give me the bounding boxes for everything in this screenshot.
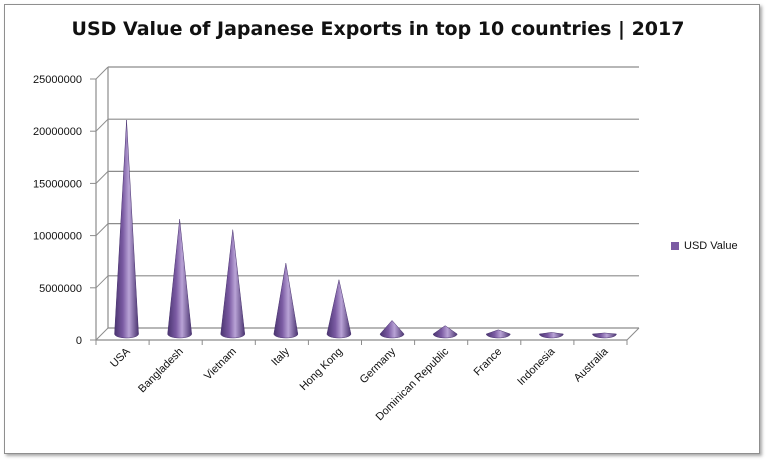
x-tick-label: France [472, 346, 505, 379]
x-tick-label: Germany [358, 345, 399, 386]
cone-body [592, 332, 617, 339]
gridline-diagonal [95, 118, 109, 132]
cone-body [220, 229, 246, 339]
cone-bar [326, 279, 352, 339]
gridline-diagonal [95, 275, 109, 289]
x-tick-label: Australia [572, 345, 611, 384]
y-tick-label: 0 [76, 335, 82, 347]
x-tick-label: USA [108, 345, 133, 370]
cone-bar [167, 219, 192, 339]
gridline-diagonal [95, 171, 109, 184]
cone-body [273, 262, 299, 339]
y-tick-label: 5000000 [39, 283, 82, 295]
cone-bar [539, 332, 564, 339]
x-tick-label: Vietnam [202, 346, 239, 383]
x-tick-label: Bangladesh [136, 346, 186, 396]
cone-body [379, 320, 405, 339]
legend-label: USD Value [684, 240, 738, 252]
cone-bar [273, 262, 299, 339]
cone-bar [485, 329, 511, 339]
chart-cones [114, 119, 617, 339]
chart-legend: USD Value [671, 240, 738, 252]
chart-axes: 0 5000000 10000000 15000000 20000000 25000000 [33, 66, 640, 347]
cone-body [167, 219, 192, 339]
y-tick-label: 25000000 [33, 74, 82, 86]
y-tick-label: 15000000 [33, 178, 82, 190]
y-tick-label: 20000000 [33, 126, 82, 138]
cone-body [114, 119, 139, 339]
cone-body [539, 332, 564, 339]
chart-title: USD Value of Japanese Exports in top 10 … [71, 18, 685, 40]
gridline-diagonal [95, 327, 109, 341]
y-tick-label: 10000000 [33, 231, 82, 243]
x-axis-labels: USA Bangladesh Vietnam Italy Hong Kong German… [95, 340, 628, 423]
x-tick-label: Italy [269, 345, 292, 368]
x-tick-label: Indonesia [515, 345, 558, 388]
cone-bar [592, 332, 617, 339]
cone-bar [220, 229, 246, 339]
cone-bar [114, 119, 139, 339]
cone-body [485, 329, 511, 339]
legend-swatch [671, 242, 679, 250]
cone-body [432, 325, 458, 339]
x-tick-label: Hong Kong [298, 346, 345, 393]
gridline-diagonal [95, 223, 109, 236]
gridline-diagonal [95, 66, 109, 80]
cone-bar [379, 320, 405, 339]
cone-body [326, 279, 352, 339]
cone-bar [432, 325, 458, 339]
floor-edge [626, 327, 640, 341]
